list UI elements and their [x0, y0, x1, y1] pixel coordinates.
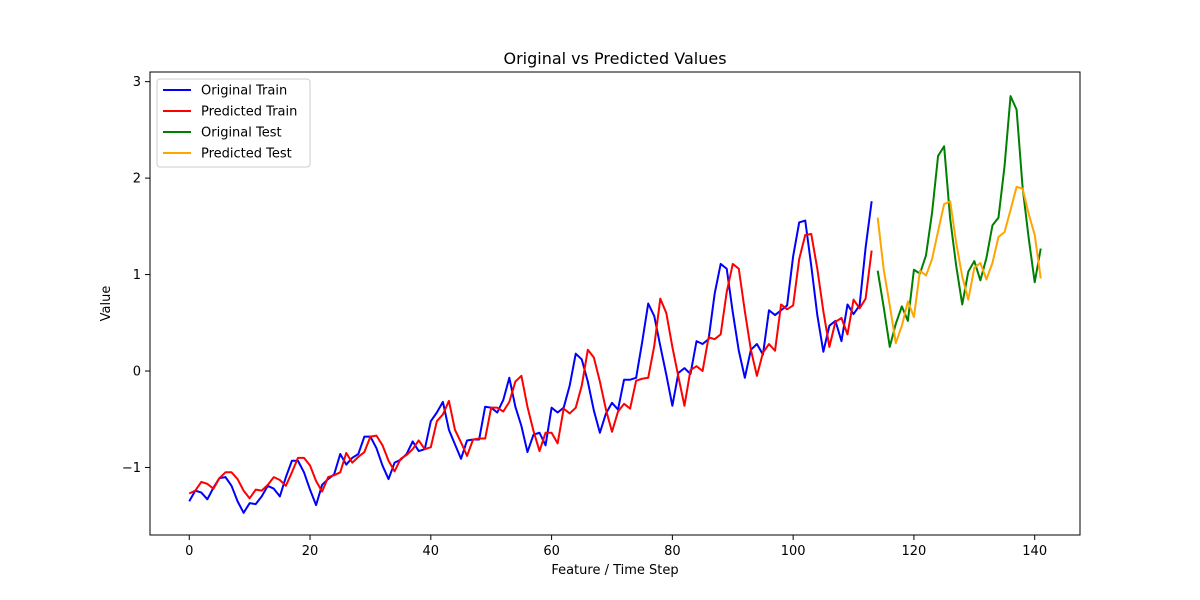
y-axis-label: Value	[99, 286, 114, 322]
y-tick-label: 2	[133, 172, 141, 187]
legend-label: Original Test	[201, 126, 282, 141]
y-tick-label: 0	[133, 365, 141, 380]
y-axis: −1 0 1 2 3	[122, 75, 150, 476]
x-tick-label: 140	[1022, 544, 1047, 559]
series-line-2	[876, 95, 1042, 348]
series-layer	[188, 95, 1042, 514]
series-line-1	[188, 233, 873, 500]
x-tick-label: 20	[302, 544, 319, 559]
y-tick-label: 1	[133, 268, 141, 283]
x-tick-label: 120	[902, 544, 927, 559]
x-axis-label: Feature / Time Step	[551, 563, 678, 578]
chart-title: Original vs Predicted Values	[503, 49, 726, 68]
x-axis: 0 20 40 60 80 100 120 140	[185, 535, 1047, 559]
series-line-3	[876, 185, 1042, 345]
plot-area	[149, 71, 1081, 536]
legend-label: Original Train	[201, 84, 287, 99]
series-line-0	[188, 201, 873, 514]
x-tick-label: 100	[781, 544, 806, 559]
legend-label: Predicted Train	[201, 105, 297, 120]
x-tick-label: 60	[543, 544, 560, 559]
legend: Original Train Predicted Train Original Te…	[156, 78, 311, 168]
y-tick-label: 3	[133, 75, 141, 90]
x-tick-label: 40	[423, 544, 440, 559]
x-tick-label: 80	[664, 544, 681, 559]
y-tick-label: −1	[122, 461, 141, 476]
legend-label: Predicted Test	[201, 147, 292, 162]
legend-box	[156, 78, 311, 168]
x-tick-label: 0	[185, 544, 193, 559]
